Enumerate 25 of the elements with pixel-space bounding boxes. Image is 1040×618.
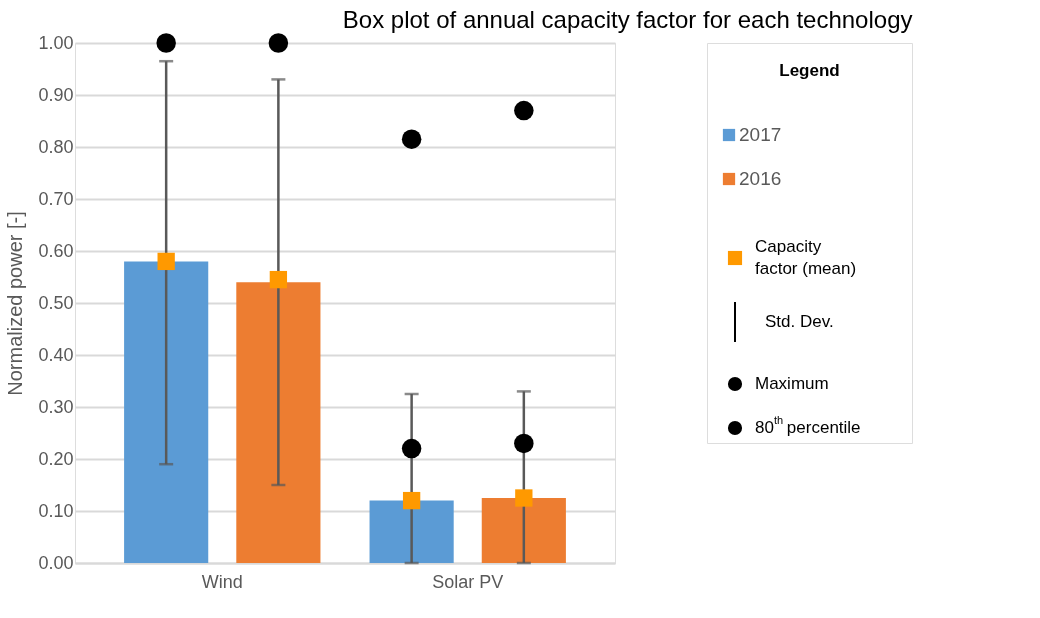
- y-tick-label: 0.90: [38, 84, 74, 105]
- legend-label: Maximum: [755, 374, 829, 393]
- y-tick-label: 0.30: [38, 396, 74, 417]
- bar: [124, 261, 209, 563]
- legend-title: Legend: [779, 61, 840, 80]
- y-tick-label: 0.70: [38, 188, 74, 209]
- y-tick-label: 0.40: [38, 344, 74, 365]
- legend-label: 2017: [739, 124, 782, 145]
- y-tick-label: 0.00: [38, 552, 74, 573]
- chart-title: Box plot of annual capacity factor for each technology: [342, 5, 913, 33]
- x-tick-label: Wind: [201, 571, 243, 592]
- legend-label: 2016: [739, 168, 782, 189]
- y-tick-label: 0.80: [38, 136, 74, 157]
- y-tick-label: 1.00: [38, 32, 74, 53]
- bar: [369, 500, 454, 563]
- legend-label: Capacity factor (mean): [755, 237, 857, 278]
- y-tick-label: 0.50: [38, 292, 74, 313]
- bar: [236, 282, 321, 563]
- y-axis-title: Normalized power [-]: [4, 211, 27, 396]
- y-tick-label: 0.60: [38, 240, 74, 261]
- y-tick-label: 0.20: [38, 448, 74, 469]
- bar: [481, 498, 566, 563]
- x-tick-label: Solar PV: [432, 571, 504, 592]
- text: Std. Dev.: [765, 312, 834, 331]
- y-tick-label: 0.10: [38, 500, 74, 521]
